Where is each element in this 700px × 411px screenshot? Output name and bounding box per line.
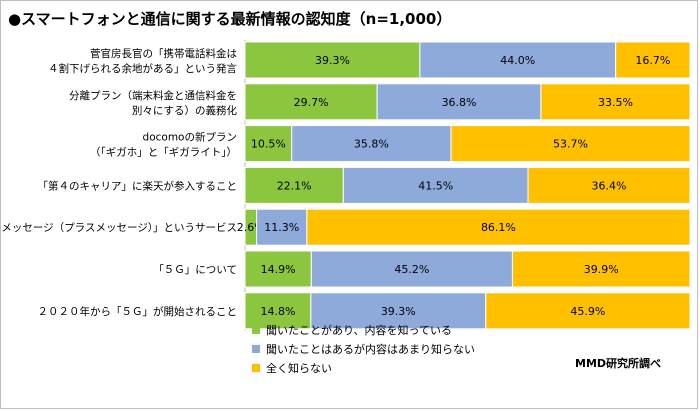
- data-label: 11.3%: [264, 221, 299, 234]
- legend-swatch: [252, 326, 260, 334]
- bar-segment: [310, 292, 487, 330]
- data-label: 16.7%: [635, 54, 670, 67]
- category-label: docomoの新プラン（「ギガホ」と「ギガライト」）: [90, 131, 237, 159]
- bar-segment: [256, 208, 308, 246]
- bar-segment: [615, 41, 691, 79]
- data-label: 10.5%: [251, 138, 286, 151]
- category-label: 「５Ｇ」について: [153, 264, 237, 276]
- bars: 39.3% 44.0% 16.7% 29.7% 36.8% 33.5% 10.5% 35.8%…: [237, 40, 691, 331]
- data-label: 22.1%: [277, 179, 312, 192]
- bar-segment: [450, 125, 691, 163]
- bar-segment: [419, 41, 617, 79]
- bar-segment: [310, 250, 513, 288]
- legend-label: 全く知らない: [266, 361, 332, 375]
- bar-segment: [306, 208, 691, 246]
- data-label: 35.8%: [354, 138, 389, 151]
- category-labels: 菅官房長官の「携帯電話料金は４割下げられる余地がある」という発言分離プラン（端末…: [0, 47, 237, 318]
- bar-segment: [244, 166, 344, 204]
- bar-segment: [527, 166, 691, 204]
- data-label: 44.0%: [500, 54, 535, 67]
- category-label: 「第４のキャリア」に楽天が参入すること: [38, 179, 238, 192]
- legend-label: 聞いたことはあるが内容はあまり知らない: [266, 342, 475, 356]
- data-label: 45.2%: [394, 263, 429, 276]
- data-label: 39.3%: [381, 305, 416, 318]
- data-label: 86.1%: [481, 221, 516, 234]
- data-label: 39.3%: [315, 54, 350, 67]
- bar-segment: [540, 83, 691, 121]
- bar-segment: [376, 83, 542, 121]
- bar-segment: [244, 250, 312, 288]
- data-label: 53.7%: [553, 138, 588, 151]
- bar-segment: [511, 250, 691, 288]
- data-label: 33.5%: [598, 96, 633, 109]
- data-label: 41.5%: [418, 179, 453, 192]
- legend-label: 聞いたことがあり、内容を知っている: [266, 323, 452, 337]
- category-label: ２０２０年から「５Ｇ」が開始されること: [38, 305, 238, 318]
- bar-segment: [485, 292, 691, 330]
- data-label: 14.9%: [261, 263, 296, 276]
- bar-segment: [244, 292, 312, 330]
- legend-swatch: [252, 364, 260, 372]
- legend-swatch: [252, 345, 260, 353]
- category-label: 分離プラン（端末料金と通信料金を別々にする）の義務化: [69, 89, 237, 117]
- data-label: 39.9%: [584, 263, 619, 276]
- bar-segment: [244, 41, 421, 79]
- category-label: 「＋メッセージ（プラスメッセージ）」というサービス: [0, 222, 237, 234]
- data-label: 36.4%: [592, 179, 627, 192]
- bar-segment: [244, 83, 378, 121]
- data-label: 45.9%: [570, 305, 605, 318]
- data-label: 36.8%: [442, 96, 477, 109]
- bar-segment: [342, 166, 529, 204]
- data-label: 29.7%: [294, 96, 329, 109]
- source-credit: MMD研究所調べ: [575, 357, 662, 370]
- legend: 聞いたことがあり、内容を知っている聞いたことはあるが内容はあまり知らない全く知ら…: [252, 323, 475, 375]
- data-label: 14.8%: [260, 305, 295, 318]
- chart-title: ●スマートフォンと通信に関する最新情報の認知度（n=1,000）: [8, 10, 452, 28]
- category-label: 菅官房長官の「携帯電話料金は４割下げられる余地がある」という発言: [48, 47, 237, 75]
